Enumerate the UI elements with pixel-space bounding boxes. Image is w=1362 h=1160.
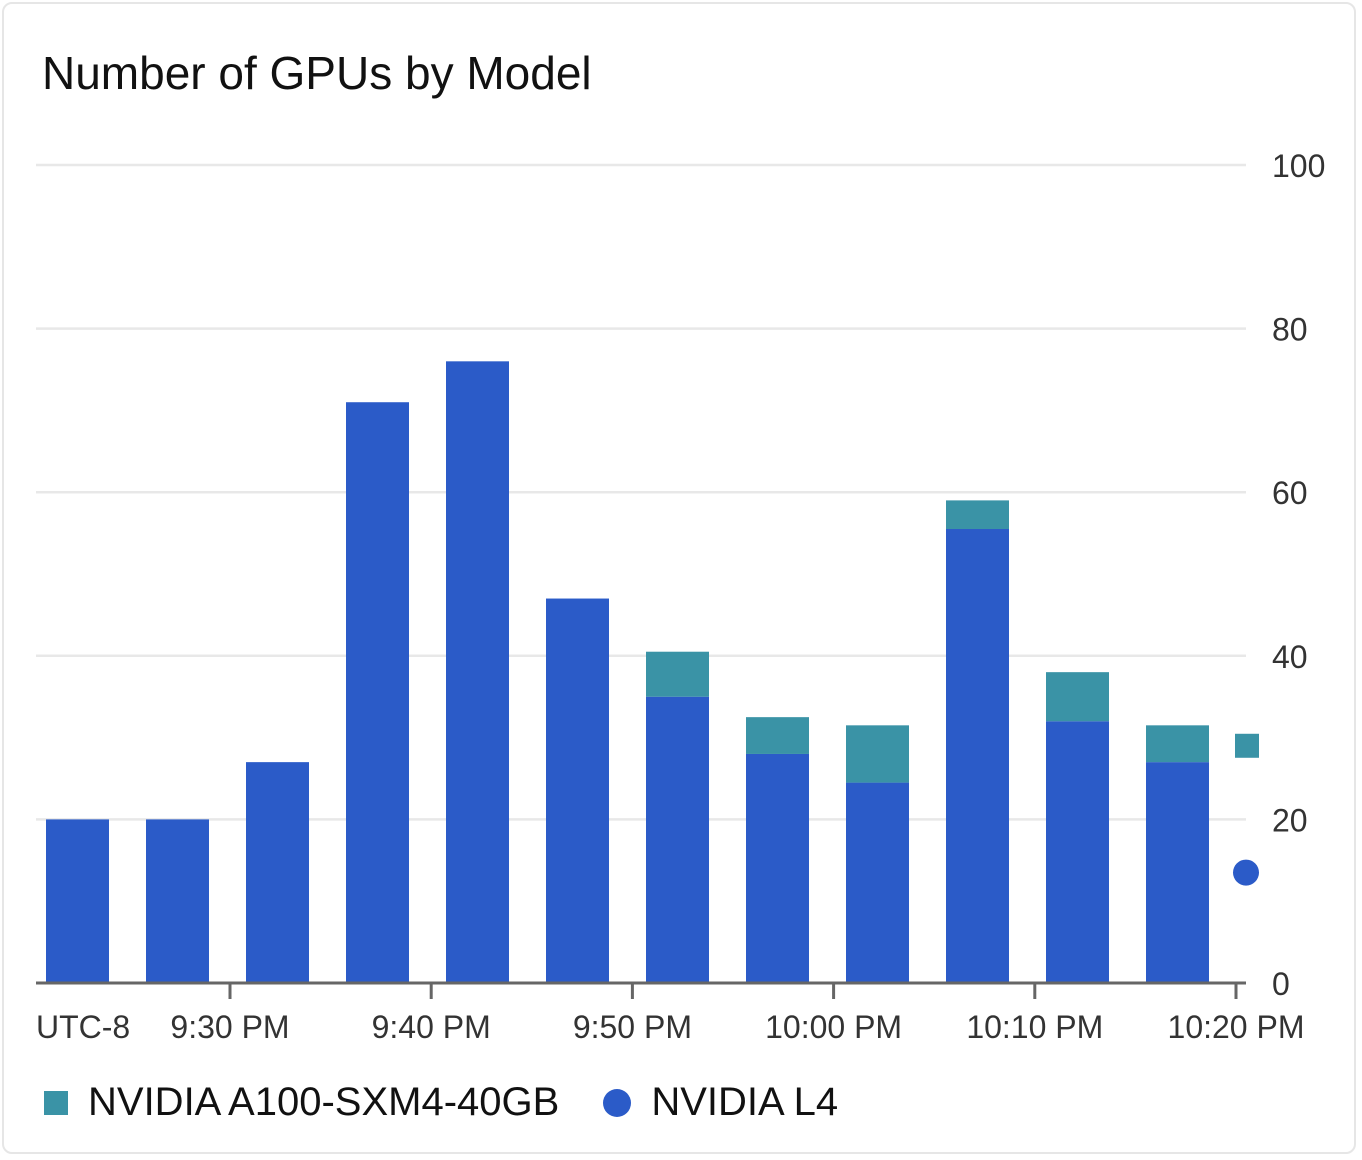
y-tick-label-40: 40 <box>1272 639 1308 675</box>
gridlines <box>36 163 1246 821</box>
bar-l4-11 <box>1146 762 1209 983</box>
bar-a100-6 <box>646 651 709 697</box>
tick-labels: 0 20 40 60 80 100 9:30 PM 9:40 PM 9:50 PM 10:00 P… <box>36 148 1325 1045</box>
bar-a100-8 <box>846 725 909 783</box>
bar-a100-11 <box>1146 725 1209 763</box>
legend-item-l4[interactable]: NVIDIA L4 <box>603 1080 838 1125</box>
chart-title: Number of GPUs by Model <box>42 47 592 99</box>
y-tick-label-80: 80 <box>1272 312 1308 348</box>
legend-swatch-a100 <box>44 1090 68 1115</box>
bar-a100-9 <box>946 500 1009 530</box>
end-markers <box>1233 733 1259 886</box>
y-tick-label-60: 60 <box>1272 475 1308 511</box>
bar-l4-6 <box>646 696 709 983</box>
legend-item-a100[interactable]: NVIDIA A100-SXM4-40GB <box>44 1080 559 1125</box>
bar-a100-7 <box>746 717 809 754</box>
bar-l4-3 <box>346 402 409 984</box>
bar-l4-9 <box>946 529 1009 983</box>
x-tick-label-0: 9:30 PM <box>170 1009 289 1045</box>
x-tick-label-4: 10:10 PM <box>966 1009 1103 1045</box>
x-axis-label: UTC-8 <box>36 1009 130 1045</box>
bars <box>46 361 1209 984</box>
y-tick-label-20: 20 <box>1272 802 1308 838</box>
x-tick-label-3: 10:00 PM <box>765 1009 902 1045</box>
end-marker-l4 <box>1233 859 1259 886</box>
bar-l4-10 <box>1046 721 1109 983</box>
bar-l4-2 <box>246 762 309 983</box>
legend-swatch-l4 <box>603 1088 632 1117</box>
y-tick-label-100: 100 <box>1272 148 1325 184</box>
x-tick-label-2: 9:50 PM <box>573 1009 692 1045</box>
bar-l4-8 <box>846 782 909 983</box>
bar-l4-5 <box>546 598 609 983</box>
legend: NVIDIA A100-SXM4-40GB NVIDIA L4 <box>44 1080 882 1125</box>
y-tick-label-0: 0 <box>1272 966 1290 1002</box>
legend-label-a100: NVIDIA A100-SXM4-40GB <box>88 1080 560 1124</box>
bar-l4-0 <box>46 819 109 983</box>
x-tick-label-5: 10:20 PM <box>1168 1009 1305 1045</box>
bar-l4-4 <box>446 361 509 983</box>
bar-l4-1 <box>146 819 209 983</box>
axes <box>36 981 1246 999</box>
bar-l4-7 <box>746 753 809 983</box>
end-marker-a100 <box>1235 733 1259 758</box>
legend-label-l4: NVIDIA L4 <box>651 1080 839 1124</box>
bar-a100-10 <box>1046 672 1109 722</box>
x-tick-label-1: 9:40 PM <box>372 1009 491 1045</box>
